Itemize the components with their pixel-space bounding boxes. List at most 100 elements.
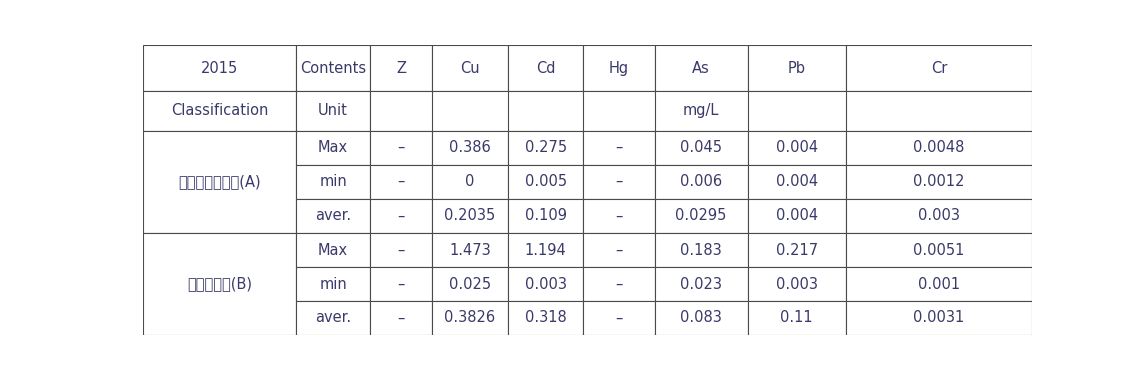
Bar (432, 301, 508, 335)
Text: 0.275: 0.275 (524, 140, 567, 155)
Bar (143, 45, 296, 91)
Bar (296, 301, 370, 335)
Text: aver.: aver. (315, 208, 351, 223)
Bar (508, 130, 584, 165)
Bar (296, 91, 370, 130)
Bar (370, 45, 432, 91)
Text: 0.3826: 0.3826 (445, 311, 496, 326)
Bar (655, 267, 748, 301)
Bar (296, 45, 370, 91)
Bar (748, 165, 845, 199)
Bar (370, 199, 432, 233)
Text: 0.004: 0.004 (775, 174, 818, 189)
Text: 0.005: 0.005 (524, 174, 567, 189)
Bar (655, 130, 748, 165)
Text: 2015: 2015 (201, 61, 239, 76)
Text: Hg: Hg (609, 61, 629, 76)
Bar (845, 45, 1032, 91)
Text: 0.0012: 0.0012 (913, 174, 965, 189)
Text: –: – (615, 140, 623, 155)
Text: –: – (615, 208, 623, 223)
Bar (655, 199, 748, 233)
Bar (432, 130, 508, 165)
Bar (748, 233, 845, 267)
Text: –: – (615, 243, 623, 258)
Text: –: – (615, 174, 623, 189)
Bar (143, 91, 296, 130)
Bar (370, 233, 432, 267)
Text: 0.0295: 0.0295 (676, 208, 727, 223)
Text: 액비처리구(B): 액비처리구(B) (187, 276, 252, 291)
Bar (143, 233, 296, 335)
Text: 0.0048: 0.0048 (913, 140, 965, 155)
Text: 0.083: 0.083 (680, 311, 723, 326)
Bar (748, 130, 845, 165)
Text: 0.006: 0.006 (680, 174, 723, 189)
Text: –: – (398, 208, 405, 223)
Bar (432, 267, 508, 301)
Text: 0.0031: 0.0031 (913, 311, 965, 326)
Text: aver.: aver. (315, 311, 351, 326)
Bar (296, 165, 370, 199)
Text: –: – (398, 277, 405, 292)
Bar (508, 199, 584, 233)
Bar (508, 233, 584, 267)
Bar (508, 45, 584, 91)
Bar (370, 91, 1032, 130)
Bar (584, 130, 655, 165)
Bar (748, 301, 845, 335)
Text: Classification: Classification (171, 103, 268, 118)
Text: –: – (398, 140, 405, 155)
Bar (370, 267, 432, 301)
Bar (748, 267, 845, 301)
Bar (296, 199, 370, 233)
Bar (655, 45, 748, 91)
Bar (845, 301, 1032, 335)
Bar (655, 301, 748, 335)
Text: 0.003: 0.003 (524, 277, 567, 292)
Text: 0.004: 0.004 (775, 140, 818, 155)
Text: Max: Max (318, 140, 349, 155)
Bar (584, 165, 655, 199)
Text: 0: 0 (466, 174, 475, 189)
Bar (432, 45, 508, 91)
Bar (370, 301, 432, 335)
Text: Contents: Contents (301, 61, 366, 76)
Text: Cr: Cr (930, 61, 947, 76)
Text: 0.318: 0.318 (524, 311, 567, 326)
Bar (845, 267, 1032, 301)
Text: Unit: Unit (318, 103, 348, 118)
Text: –: – (398, 174, 405, 189)
Text: 1.194: 1.194 (524, 243, 567, 258)
Text: 0.183: 0.183 (680, 243, 723, 258)
Text: –: – (615, 277, 623, 292)
Bar (845, 199, 1032, 233)
Text: 0.386: 0.386 (450, 140, 491, 155)
Text: Cd: Cd (536, 61, 555, 76)
Text: min: min (319, 277, 348, 292)
Text: –: – (398, 243, 405, 258)
Text: 0.045: 0.045 (680, 140, 723, 155)
Bar (296, 130, 370, 165)
Text: min: min (319, 174, 348, 189)
Text: –: – (615, 311, 623, 326)
Text: 0.003: 0.003 (918, 208, 960, 223)
Text: 0.001: 0.001 (918, 277, 960, 292)
Bar (584, 45, 655, 91)
Bar (508, 301, 584, 335)
Bar (845, 165, 1032, 199)
Bar (432, 165, 508, 199)
Bar (748, 45, 845, 91)
Text: 0.003: 0.003 (775, 277, 818, 292)
Bar (655, 165, 748, 199)
Text: 0.0051: 0.0051 (913, 243, 965, 258)
Text: 0.11: 0.11 (780, 311, 813, 326)
Text: 0.023: 0.023 (680, 277, 723, 292)
Text: 0.217: 0.217 (775, 243, 818, 258)
Bar (584, 199, 655, 233)
Text: As: As (693, 61, 710, 76)
Text: 1.473: 1.473 (450, 243, 491, 258)
Text: 0.004: 0.004 (775, 208, 818, 223)
Bar (296, 267, 370, 301)
Text: 화학비료처리구(A): 화학비료처리구(A) (179, 174, 262, 189)
